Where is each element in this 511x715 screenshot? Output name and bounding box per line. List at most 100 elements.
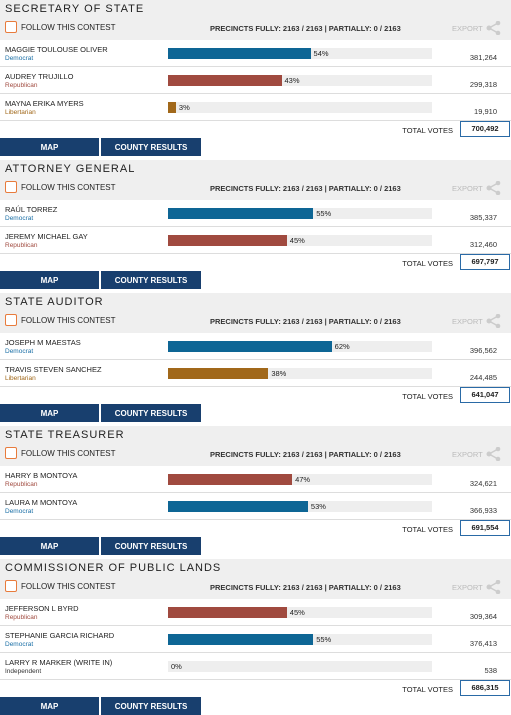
vote-count: 19,910 bbox=[474, 107, 497, 116]
checkbox-icon[interactable] bbox=[5, 447, 17, 459]
follow-label[interactable]: FOLLOW THIS CONTEST bbox=[21, 22, 116, 32]
follow-checkbox[interactable]: FOLLOW THIS CONTEST bbox=[5, 447, 116, 459]
button-row: MAP COUNTY RESULTS bbox=[0, 697, 511, 715]
contest-title: STATE AUDITOR bbox=[5, 296, 104, 308]
export-button[interactable]: EXPORT bbox=[452, 24, 483, 33]
nav-button[interactable]: MAP bbox=[0, 404, 99, 422]
follow-label[interactable]: FOLLOW THIS CONTEST bbox=[21, 315, 116, 325]
checkbox-icon[interactable] bbox=[5, 580, 17, 592]
export-button[interactable]: EXPORT bbox=[452, 583, 483, 592]
percent-label: 38% bbox=[271, 369, 287, 378]
nav-button[interactable]: MAP bbox=[0, 697, 99, 715]
contest-header: COMMISSIONER OF PUBLIC LANDS FOLLOW THIS … bbox=[0, 559, 511, 599]
percent-label: 62% bbox=[334, 342, 350, 351]
follow-label[interactable]: FOLLOW THIS CONTEST bbox=[21, 581, 116, 591]
bar-track bbox=[168, 634, 432, 645]
nav-button[interactable]: COUNTY RESULTS bbox=[101, 404, 201, 422]
candidate-party: Democrat bbox=[5, 55, 34, 62]
share-icon[interactable] bbox=[486, 21, 502, 35]
button-row: MAP COUNTY RESULTS bbox=[0, 271, 511, 289]
share-icon[interactable] bbox=[486, 447, 502, 461]
candidate-row: LAURA M MONTOYA Democrat 53% 366,933 bbox=[0, 493, 511, 520]
vote-bar bbox=[168, 48, 311, 59]
checkbox-icon[interactable] bbox=[5, 314, 17, 326]
precincts: PRECINCTS FULLY: 2163 / 2163 | PARTIALLY… bbox=[210, 184, 401, 193]
nav-button[interactable]: COUNTY RESULTS bbox=[101, 537, 201, 555]
vote-bar bbox=[168, 474, 293, 485]
contest-header: ATTORNEY GENERAL FOLLOW THIS CONTEST PRECI… bbox=[0, 160, 511, 200]
bar-track bbox=[168, 75, 432, 86]
bar-track bbox=[168, 368, 432, 379]
candidate-row: RAÚL TORREZ Democrat 55% 385,337 bbox=[0, 200, 511, 227]
follow-checkbox[interactable]: FOLLOW THIS CONTEST bbox=[5, 181, 116, 193]
checkbox-icon[interactable] bbox=[5, 181, 17, 193]
follow-label[interactable]: FOLLOW THIS CONTEST bbox=[21, 448, 116, 458]
contest-title: STATE TREASURER bbox=[5, 429, 125, 441]
percent-label: 55% bbox=[316, 209, 332, 218]
precincts: PRECINCTS FULLY: 2163 / 2163 | PARTIALLY… bbox=[210, 317, 401, 326]
percent-label: 45% bbox=[289, 608, 305, 617]
vote-count: 381,264 bbox=[469, 53, 497, 62]
follow-label[interactable]: FOLLOW THIS CONTEST bbox=[21, 182, 116, 192]
nav-button[interactable]: COUNTY RESULTS bbox=[101, 697, 201, 715]
share-icon[interactable] bbox=[486, 314, 502, 328]
follow-checkbox[interactable]: FOLLOW THIS CONTEST bbox=[5, 21, 116, 33]
total-label: TOTAL VOTES bbox=[402, 685, 453, 694]
candidate-row: MAGGIE TOULOUSE OLIVER Democrat 54% 381,264 bbox=[0, 40, 511, 67]
nav-button[interactable]: COUNTY RESULTS bbox=[101, 138, 201, 156]
bar-track bbox=[168, 341, 432, 352]
total-votes: 686,315 bbox=[460, 680, 510, 696]
candidate-party: Democrat bbox=[5, 215, 34, 222]
percent-label: 3% bbox=[178, 103, 190, 112]
percent-label: 55% bbox=[316, 635, 332, 644]
vote-count: 376,413 bbox=[469, 639, 497, 648]
nav-button[interactable]: COUNTY RESULTS bbox=[101, 271, 201, 289]
candidate-party: Democrat bbox=[5, 641, 34, 648]
bar-track bbox=[168, 48, 432, 59]
candidate-party: Republican bbox=[5, 242, 38, 249]
vote-bar bbox=[168, 208, 314, 219]
follow-checkbox[interactable]: FOLLOW THIS CONTEST bbox=[5, 580, 116, 592]
candidate-row: AUDREY TRUJILLO Republican 43% 299,318 bbox=[0, 67, 511, 94]
contest-title: ATTORNEY GENERAL bbox=[5, 163, 136, 175]
candidate-name: STEPHANIE GARCIA RICHARD bbox=[5, 631, 115, 640]
vote-count: 396,562 bbox=[469, 346, 497, 355]
candidate-party: Democrat bbox=[5, 348, 34, 355]
vote-count: 244,485 bbox=[469, 373, 497, 382]
candidate-row: STEPHANIE GARCIA RICHARD Democrat 55% 376,4… bbox=[0, 626, 511, 653]
candidate-name: LARRY R MARKER (WRITE IN) bbox=[5, 658, 113, 667]
candidate-party: Democrat bbox=[5, 508, 34, 515]
candidate-name: MAGGIE TOULOUSE OLIVER bbox=[5, 45, 108, 54]
vote-bar bbox=[168, 501, 308, 512]
candidate-party: Libertarian bbox=[5, 375, 36, 382]
export-button[interactable]: EXPORT bbox=[452, 450, 483, 459]
candidate-row: JEREMY MICHAEL GAY Republican 45% 312,460 bbox=[0, 227, 511, 254]
nav-button[interactable]: MAP bbox=[0, 138, 99, 156]
candidate-party: Libertarian bbox=[5, 109, 36, 116]
candidate-row: LARRY R MARKER (WRITE IN) Independent 0% 53… bbox=[0, 653, 511, 680]
candidate-name: RAÚL TORREZ bbox=[5, 205, 58, 214]
total-votes: 700,492 bbox=[460, 121, 510, 137]
vote-bar bbox=[168, 75, 282, 86]
share-icon[interactable] bbox=[486, 181, 502, 195]
export-button[interactable]: EXPORT bbox=[452, 184, 483, 193]
vote-bar bbox=[168, 235, 287, 246]
bar-track bbox=[168, 661, 432, 672]
total-row: TOTAL VOTES 691,554 bbox=[0, 520, 511, 537]
total-label: TOTAL VOTES bbox=[402, 259, 453, 268]
percent-label: 53% bbox=[310, 502, 326, 511]
follow-checkbox[interactable]: FOLLOW THIS CONTEST bbox=[5, 314, 116, 326]
candidate-party: Republican bbox=[5, 82, 38, 89]
total-label: TOTAL VOTES bbox=[402, 392, 453, 401]
total-row: TOTAL VOTES 686,315 bbox=[0, 680, 511, 697]
nav-button[interactable]: MAP bbox=[0, 537, 99, 555]
nav-button[interactable]: MAP bbox=[0, 271, 99, 289]
export-button[interactable]: EXPORT bbox=[452, 317, 483, 326]
total-label: TOTAL VOTES bbox=[402, 126, 453, 135]
vote-bar bbox=[168, 607, 287, 618]
share-icon[interactable] bbox=[486, 580, 502, 594]
checkbox-icon[interactable] bbox=[5, 21, 17, 33]
total-row: TOTAL VOTES 697,797 bbox=[0, 254, 511, 271]
bar-track bbox=[168, 102, 432, 113]
candidate-name: TRAVIS STEVEN SANCHEZ bbox=[5, 365, 102, 374]
